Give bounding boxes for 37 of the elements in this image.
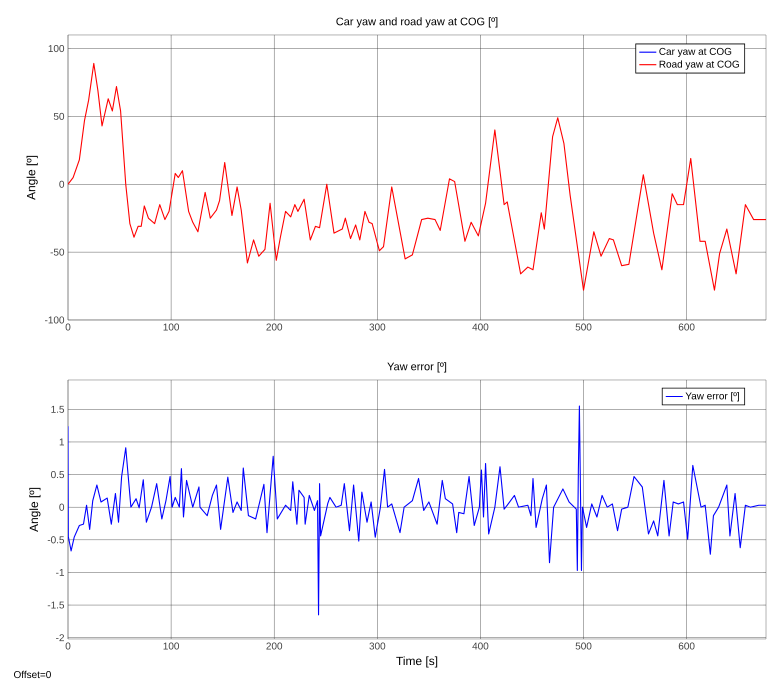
line-series xyxy=(68,406,766,616)
text: Offset=0 xyxy=(14,670,51,678)
y-tick-label: -2 xyxy=(56,634,64,642)
x-tick-label: 200 xyxy=(266,324,282,331)
x-tick-label: 500 xyxy=(576,642,592,650)
x-tick-label: 0 xyxy=(66,324,70,331)
x-tick-label: 600 xyxy=(678,642,695,650)
x-tick-label: 100 xyxy=(164,642,180,650)
legend-label: Road yaw at COG xyxy=(660,60,739,70)
x-tick-label: 500 xyxy=(576,324,592,331)
x-tick-label: 600 xyxy=(678,324,695,331)
x-tick-label: 200 xyxy=(266,642,282,650)
y-tick-label: -1.5 xyxy=(48,602,64,609)
chart-title: Car yaw and road yaw at COG [º] xyxy=(336,17,498,28)
y-axis-title: Angle [º] xyxy=(29,488,40,532)
y-tick-label: 0 xyxy=(59,180,64,188)
y-tick-label: 100 xyxy=(48,45,64,52)
y-tick-label: 1 xyxy=(60,438,64,446)
legend-label: Car yaw at COG xyxy=(659,48,732,57)
y-tick-label: -0.5 xyxy=(48,536,64,544)
y-tick-label: 50 xyxy=(54,112,64,120)
x-tick-label: 400 xyxy=(472,324,488,331)
x-tick-label: 100 xyxy=(164,324,180,331)
y-tick-label: 0 xyxy=(59,504,64,511)
x-tick-label: 300 xyxy=(369,324,386,331)
y-axis-title: Angle [º] xyxy=(26,156,38,200)
y-tick-label: 0.5 xyxy=(51,471,64,478)
y-tick-label: -50 xyxy=(50,248,64,256)
chart-title: Yaw error [º] xyxy=(387,362,446,372)
y-tick-label: -100 xyxy=(44,316,64,324)
legend-label: Yaw error [º] xyxy=(686,392,739,402)
x-tick-label: 0 xyxy=(66,642,70,650)
x-axis-title: Time [s] xyxy=(396,656,438,668)
x-tick-label: 300 xyxy=(369,642,386,650)
x-tick-label: 400 xyxy=(472,642,488,650)
y-tick-label: -1 xyxy=(56,569,64,576)
y-tick-label: 1.5 xyxy=(51,406,64,413)
